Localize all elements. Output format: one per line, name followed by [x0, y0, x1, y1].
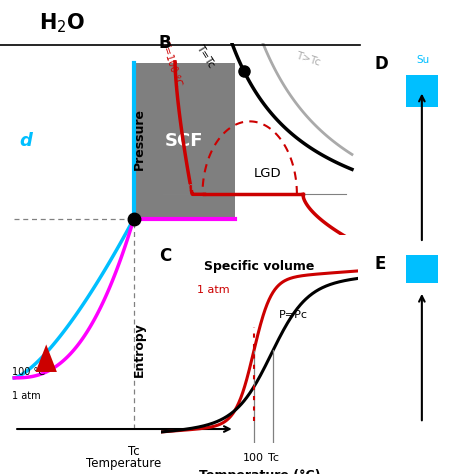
Text: 1 atm: 1 atm [165, 182, 194, 191]
Text: 1 atm: 1 atm [12, 391, 40, 401]
Text: Su: Su [417, 55, 430, 64]
Text: Temperature (°C): Temperature (°C) [199, 469, 320, 474]
Text: Temperature: Temperature [86, 456, 161, 470]
Bar [406, 255, 438, 283]
Text: Tc: Tc [128, 445, 140, 458]
Text: Specific volume: Specific volume [204, 260, 315, 273]
Text: D: D [375, 55, 389, 73]
Text: 100: 100 [243, 453, 264, 463]
Text: C: C [159, 247, 171, 265]
Text: 100 °C: 100 °C [12, 367, 45, 377]
Text: T=Tc: T=Tc [195, 43, 217, 70]
Text: SCF: SCF [165, 132, 203, 150]
Text: T>Tc: T>Tc [295, 50, 322, 68]
Text: Pressure: Pressure [133, 108, 146, 170]
Polygon shape [36, 345, 57, 372]
Text: E: E [375, 255, 386, 273]
Text: H$_2$O: H$_2$O [38, 12, 85, 36]
Text: LGD: LGD [254, 167, 281, 180]
Text: d: d [19, 132, 32, 150]
Bar [134, 63, 235, 219]
Text: Tc: Tc [268, 453, 279, 463]
Text: B: B [159, 34, 172, 52]
Text: P=Pc: P=Pc [279, 310, 308, 320]
Bar [406, 75, 438, 107]
Text: 1 atm: 1 atm [197, 285, 229, 295]
Text: Entropy: Entropy [133, 322, 146, 377]
Text: T=100 °C: T=100 °C [159, 39, 183, 87]
